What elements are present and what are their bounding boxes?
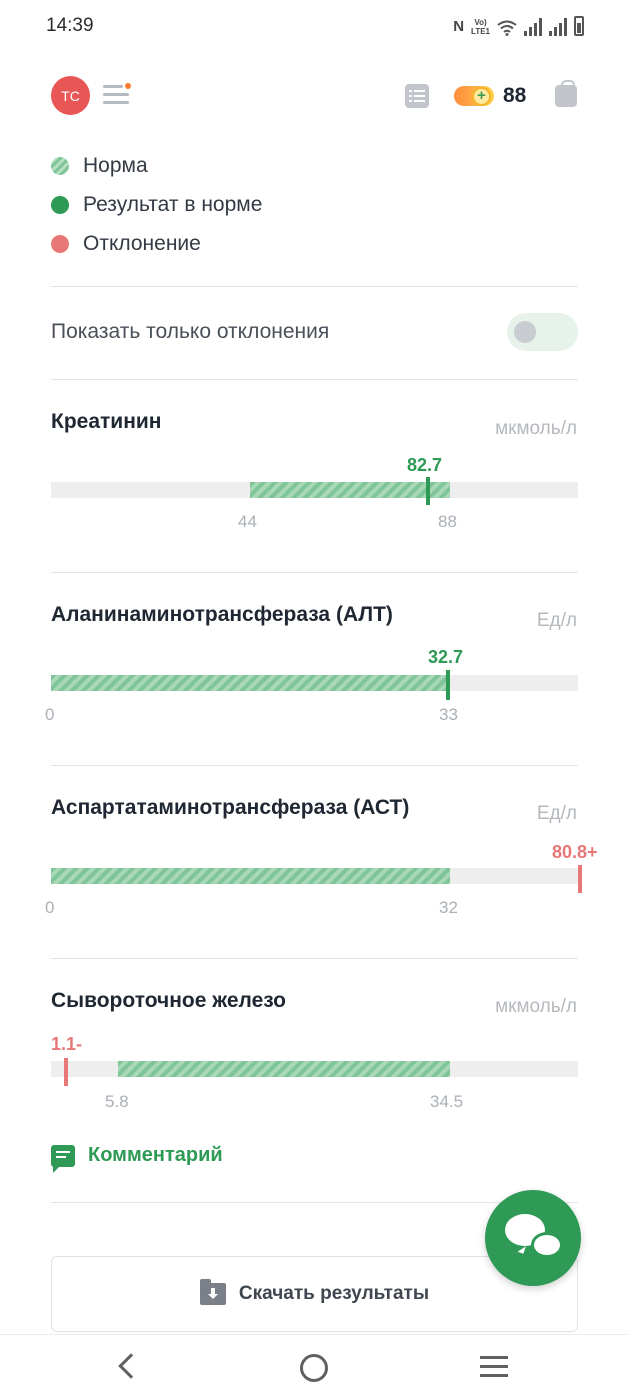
status-time: 14:39 <box>46 15 94 36</box>
norm-swatch-icon <box>51 157 69 175</box>
norm-max-label: 33 <box>439 705 458 724</box>
comment-icon <box>51 1144 75 1173</box>
result-marker <box>446 670 450 700</box>
result-marker <box>578 865 582 893</box>
norm-max-label: 88 <box>438 512 457 531</box>
status-bar: 14:39 N Vo) LTE1 <box>0 0 628 52</box>
divider <box>51 958 578 959</box>
legend-label: Результат в норме <box>83 193 263 216</box>
signal-2-icon <box>549 18 567 36</box>
list-icon[interactable] <box>405 84 429 108</box>
norm-min-label: 0 <box>45 898 55 917</box>
divider <box>51 765 578 766</box>
system-nav-bar <box>0 1334 628 1400</box>
norm-min-label: 0 <box>45 705 55 724</box>
divider <box>51 379 578 380</box>
analyte-unit: Ед/л <box>536 803 577 824</box>
legend-item-deviation: Отклонение <box>51 232 201 256</box>
norm-range-bar <box>118 1061 450 1077</box>
norm-min-label: 5.8 <box>105 1092 129 1111</box>
norm-max-label: 32 <box>439 898 458 917</box>
nfc-icon: N <box>453 18 465 35</box>
home-icon[interactable] <box>300 1354 328 1382</box>
analyte-unit: мкмоль/л <box>495 996 577 1017</box>
avatar-initials: ТС <box>61 87 80 104</box>
volte-label: Vo) <box>474 18 487 27</box>
download-label: Скачать результаты <box>238 1283 430 1304</box>
range-track <box>51 482 578 498</box>
legend-label: Норма <box>83 154 148 177</box>
analyte-name: Сывороточное железо <box>51 989 286 1012</box>
comment-label: Комментарий <box>88 1144 223 1166</box>
status-icons: N Vo) LTE1 <box>453 14 584 36</box>
add-coins-icon[interactable]: + <box>472 87 491 106</box>
download-results-button[interactable]: Скачать результаты <box>51 1256 578 1332</box>
range-track <box>51 868 578 884</box>
menu-icon[interactable] <box>103 85 129 107</box>
coin-count: 88 <box>503 84 527 107</box>
result-value: 32.7 <box>428 647 464 667</box>
deviation-swatch-icon <box>51 235 69 253</box>
result-value: 80.8+ <box>552 842 598 862</box>
norm-range-bar <box>250 482 450 498</box>
analyte-name: Аспартатаминотрансфераза (АСТ) <box>51 796 410 819</box>
range-track <box>51 675 578 691</box>
analyte-unit: мкмоль/л <box>495 418 577 439</box>
result-marker <box>64 1058 68 1086</box>
result-value: 82.7 <box>407 455 443 475</box>
norm-min-label: 44 <box>238 512 257 531</box>
recent-apps-icon[interactable] <box>480 1356 508 1378</box>
signal-1-icon <box>524 18 542 36</box>
divider <box>51 286 578 287</box>
avatar[interactable]: ТС <box>51 76 90 115</box>
norm-range-bar <box>51 675 450 691</box>
result-marker <box>426 477 430 505</box>
ok-swatch-icon <box>51 196 69 214</box>
analyte-unit: Ед/л <box>536 610 577 631</box>
divider <box>51 1202 578 1203</box>
battery-icon <box>574 16 584 36</box>
toggle-label: Показать только отклонения <box>51 320 330 343</box>
range-track <box>51 1061 578 1077</box>
bag-icon[interactable] <box>555 80 577 107</box>
wifi-icon <box>497 20 517 36</box>
toggle-knob <box>514 321 536 343</box>
notification-dot <box>125 83 131 89</box>
lte-label: LTE1 <box>471 27 490 36</box>
divider <box>51 572 578 573</box>
legend-label: Отклонение <box>83 232 201 255</box>
chat-icon-secondary <box>531 1232 563 1258</box>
norm-max-label: 34.5 <box>430 1092 464 1111</box>
result-value: 1.1- <box>51 1034 83 1054</box>
analyte-name: Креатинин <box>51 410 162 433</box>
legend-item-norm: Норма <box>51 154 148 178</box>
legend-item-ok: Результат в норме <box>51 193 262 217</box>
back-icon[interactable] <box>118 1353 144 1379</box>
deviations-only-toggle[interactable] <box>507 313 578 351</box>
comment-link[interactable]: Комментарий <box>51 1144 223 1173</box>
analyte-name: Аланинаминотрансфераза (АЛТ) <box>51 603 393 626</box>
volte-icon: Vo) LTE1 <box>471 18 490 36</box>
folder-download-icon <box>199 1279 226 1305</box>
norm-range-bar <box>51 868 450 884</box>
chat-button[interactable] <box>485 1190 581 1286</box>
